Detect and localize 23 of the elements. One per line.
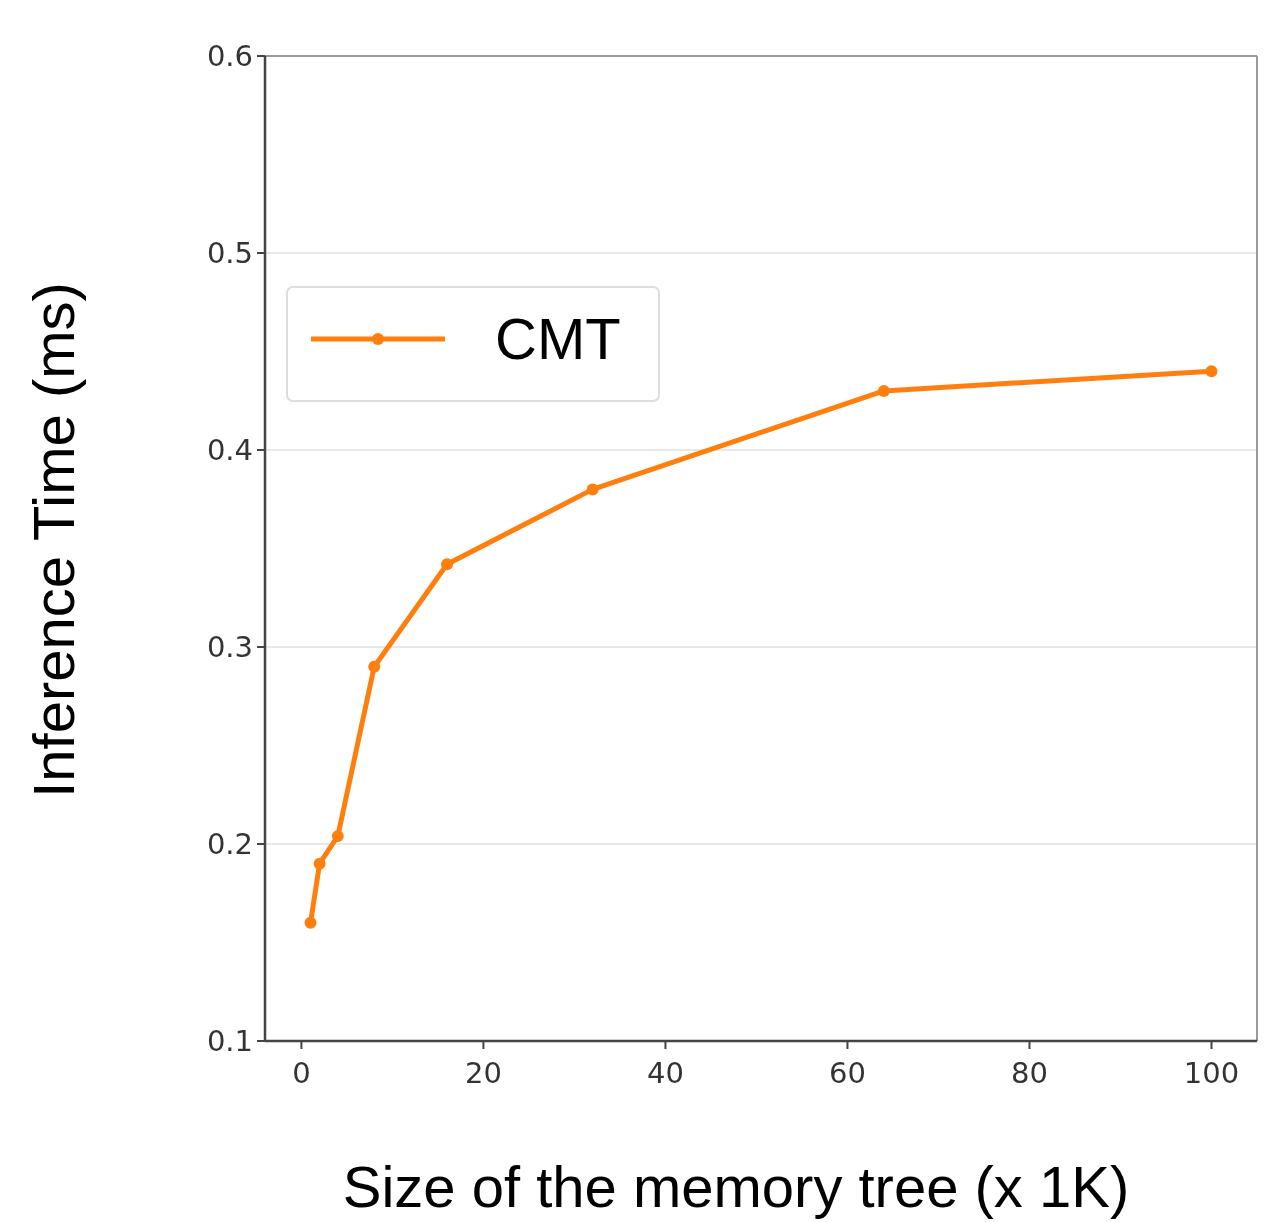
- point: [1205, 365, 1218, 378]
- x-axis-title: Size of the memory tree (x 1K): [342, 1154, 1130, 1219]
- point: [586, 483, 599, 496]
- y-tick-label: 0.1: [206, 1024, 253, 1059]
- point: [313, 857, 326, 870]
- x-tick-label: 20: [464, 1056, 502, 1090]
- legend-label: CMT: [495, 306, 621, 372]
- y-tick-label: 0.6: [206, 39, 253, 74]
- x-tick-label: 60: [829, 1056, 866, 1090]
- point: [877, 384, 890, 397]
- y-tick-label: 0.2: [206, 827, 253, 862]
- x-tick-label: 0: [292, 1056, 311, 1090]
- x-tick-label: 100: [1183, 1056, 1240, 1090]
- y-tick-label: 0.5: [206, 236, 253, 271]
- y-tick-label: 0.4: [206, 433, 253, 468]
- x-tick-label: 80: [1011, 1056, 1048, 1090]
- x-tick-label: 40: [646, 1056, 684, 1090]
- point: [331, 830, 344, 843]
- point: [441, 558, 454, 571]
- point: [304, 916, 317, 929]
- point: [368, 660, 381, 673]
- y-axis-title: Inference Time (ms): [21, 282, 86, 798]
- y-tick-label: 0.3: [206, 630, 253, 665]
